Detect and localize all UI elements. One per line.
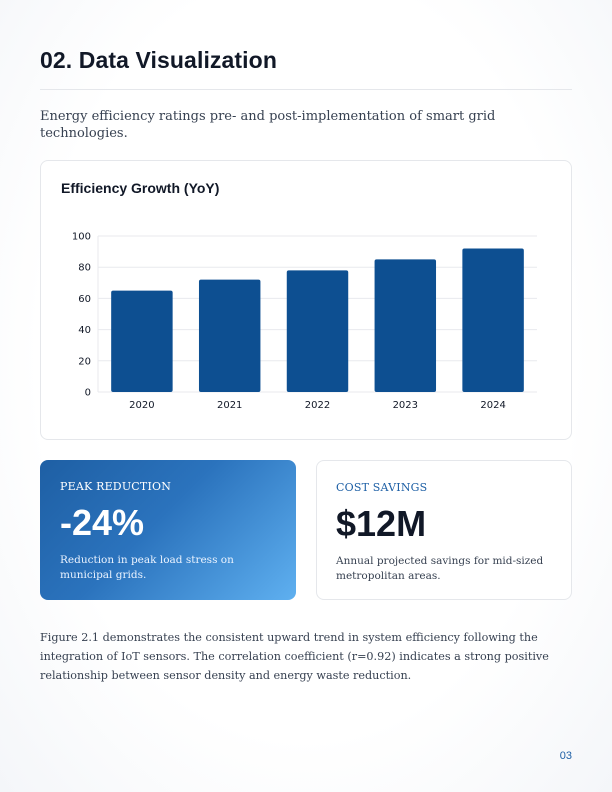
stat-value: -24%	[60, 502, 145, 543]
y-tick-label: 80	[78, 263, 91, 274]
page-number: 03	[559, 750, 572, 762]
bar-2022	[286, 270, 349, 392]
stat-label: COST SAVINGS	[336, 481, 428, 494]
stat-description: Reduction in peak load stress on municip…	[60, 554, 234, 581]
stat-description: Annual projected savings for mid-sized m…	[336, 555, 544, 582]
bar-2024	[462, 248, 524, 392]
page-title: 02. Data Visualization	[40, 47, 277, 73]
figure-caption: Figure 2.1 demonstrates the consistent u…	[40, 631, 549, 682]
intro-text: Energy efficiency ratings pre- and post-…	[40, 109, 496, 141]
y-tick-label: 60	[78, 294, 91, 305]
y-tick-label: 40	[78, 325, 91, 336]
x-tick-label: 2021	[217, 400, 242, 411]
cost-savings-card: COST SAVINGS $12M Annual projected savin…	[316, 460, 572, 600]
title-divider	[40, 89, 572, 90]
chart-card: Efficiency Growth (YoY) 0 20 40 60 80 100 202…	[40, 160, 572, 440]
x-tick-label: 2020	[129, 400, 154, 411]
bar-2020	[111, 290, 173, 392]
stat-label: PEAK REDUCTION	[60, 480, 172, 493]
bar-2021	[198, 279, 261, 392]
x-tick-label: 2022	[305, 400, 330, 411]
bar-chart: Efficiency Growth (YoY) 0 20 40 60 80 100 202…	[61, 180, 537, 411]
bar-2023	[374, 259, 437, 392]
chart-title: Efficiency Growth (YoY)	[61, 180, 219, 196]
x-tick-label: 2024	[480, 400, 505, 411]
y-tick-label: 0	[85, 388, 91, 399]
y-tick-label: 100	[72, 232, 91, 243]
x-tick-label: 2023	[393, 400, 418, 411]
peak-reduction-card: PEAK REDUCTION -24% Reduction in peak lo…	[40, 460, 296, 600]
y-tick-label: 20	[78, 356, 91, 367]
stat-value: $12M	[336, 503, 427, 544]
